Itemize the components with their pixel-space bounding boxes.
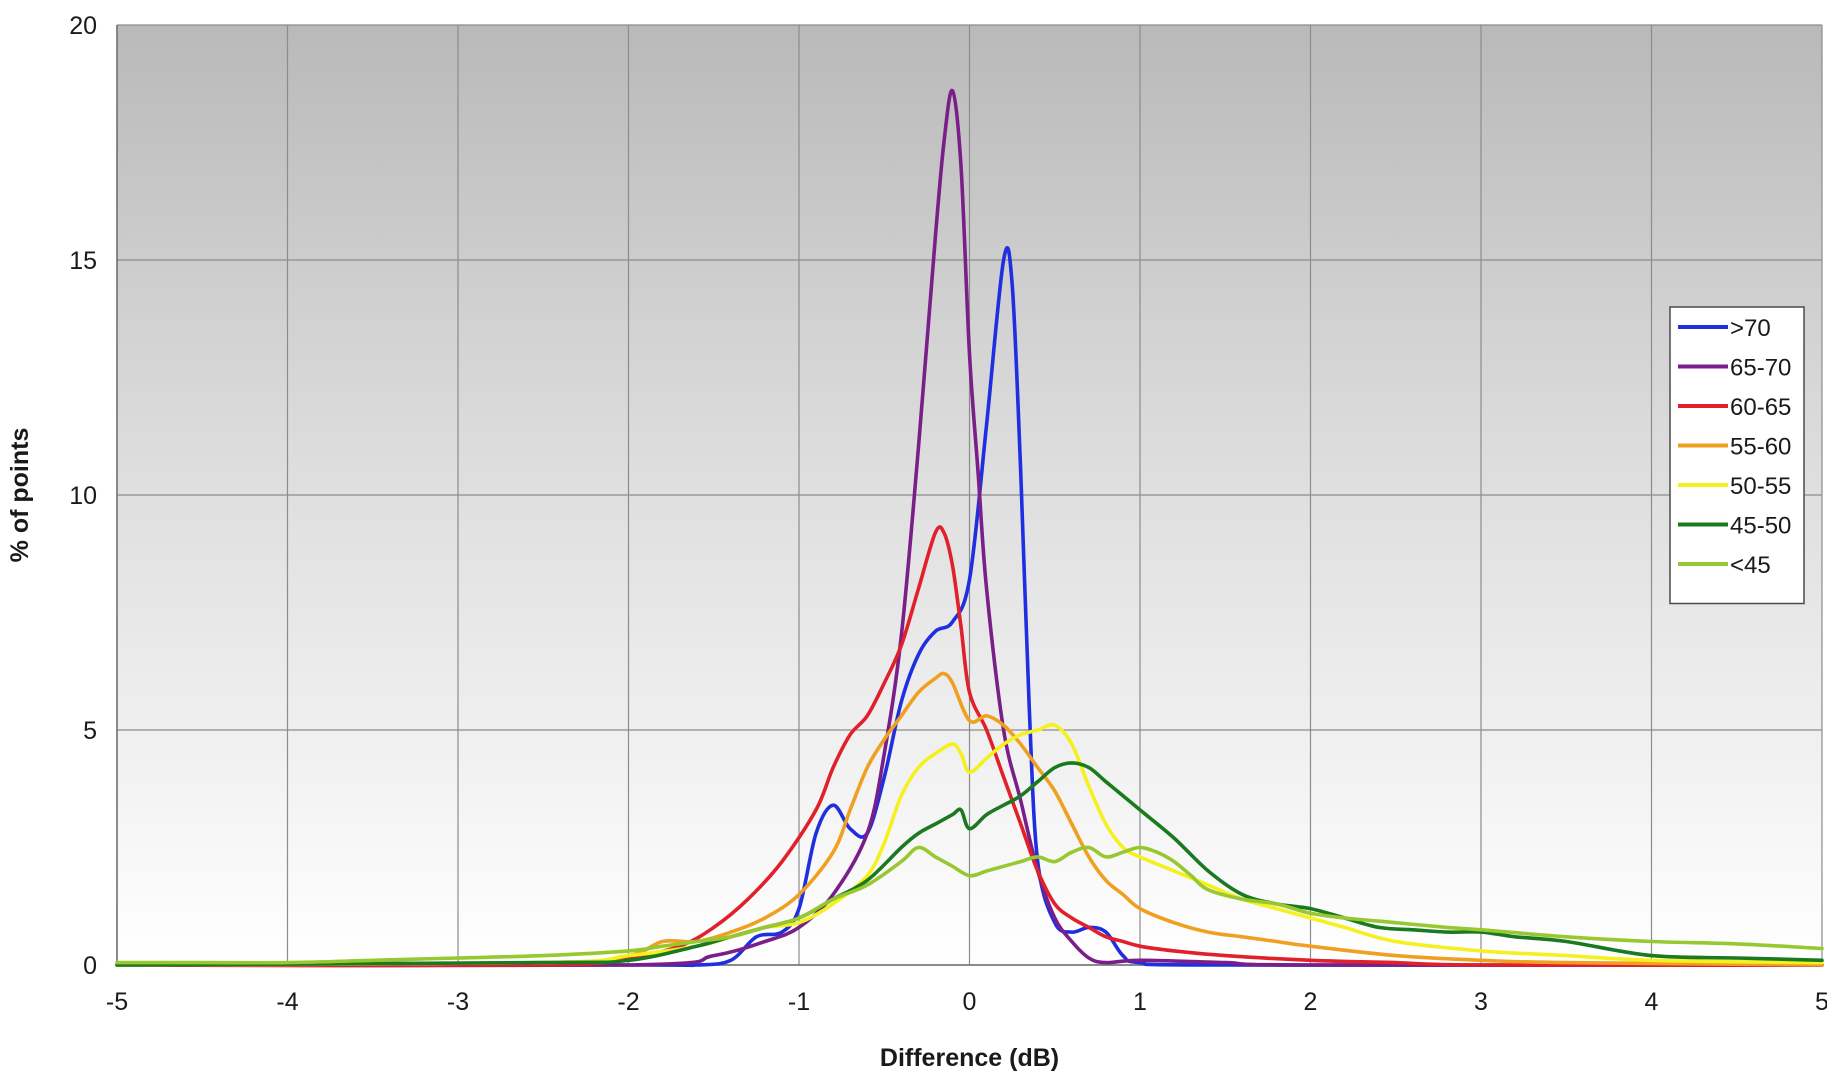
series-line-6 [115,845,1824,965]
x-tick-label: 1 [1133,988,1147,1016]
x-tick-label: 0 [963,988,977,1016]
x-tick-label: -5 [106,988,128,1016]
x-axis-title: Difference (dB) [880,1044,1059,1072]
series-line-2 [115,525,1824,968]
x-tick-label: -3 [447,988,469,1016]
legend: >70 65-70 60-65 55-60 50-55 45-50 <45 [1669,306,1805,605]
x-tick-label: -1 [788,988,810,1016]
y-tick-label: 0 [83,952,97,980]
x-tick-label: -2 [617,988,639,1016]
gridlines [116,24,1823,966]
x-tick-label: 2 [1304,988,1318,1016]
y-tick-label: 10 [69,482,97,510]
series-line-1 [115,88,1824,968]
legend-label-4: 50-55 [1730,473,1791,500]
series-line-0 [115,246,1824,968]
y-tick-label: 5 [83,717,97,745]
tick-labels: -5 -4 -3 -2 -1 0 1 2 3 4 5 0 5 10 15 20 [69,12,1827,1016]
legend-label-3: 55-60 [1730,434,1791,461]
legend-label-0: >70 [1730,315,1771,342]
series-lines [115,88,1824,968]
legend-label-5: 45-50 [1730,513,1791,540]
x-tick-label: 5 [1815,988,1827,1016]
legend-label-2: 60-65 [1730,394,1791,421]
legend-box [1669,306,1805,605]
y-tick-label: 20 [69,12,97,40]
x-tick-label: -4 [276,988,298,1016]
legend-label-1: 65-70 [1730,355,1791,382]
x-tick-label: 4 [1645,988,1659,1016]
y-axis-title: % of points [6,428,34,563]
legend-label-6: <45 [1730,552,1771,579]
series-line-3 [115,671,1824,967]
x-tick-label: 3 [1474,988,1488,1016]
y-tick-label: 15 [69,247,97,275]
